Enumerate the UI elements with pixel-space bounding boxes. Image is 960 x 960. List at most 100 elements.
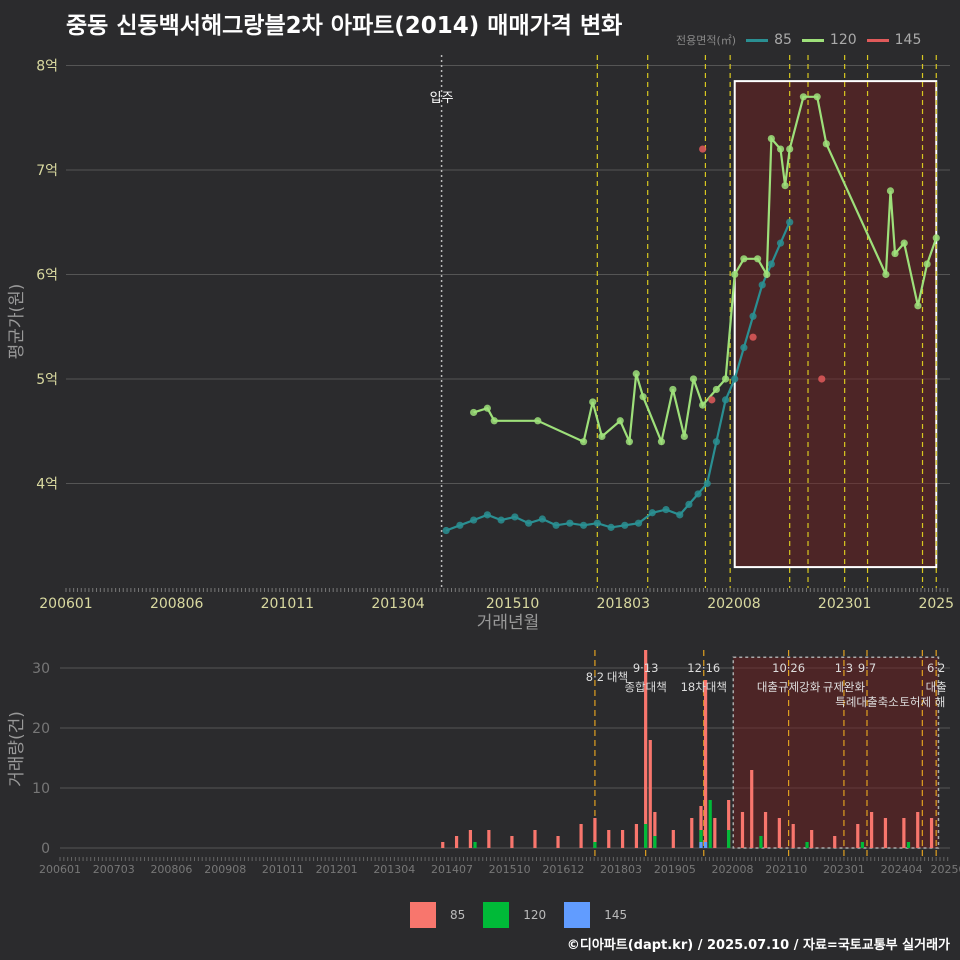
volume-bar-85: [634, 824, 639, 848]
data-point-85: [621, 521, 629, 529]
volume-bar-120: [708, 800, 712, 848]
volume-bar-85: [713, 818, 717, 848]
data-point-120: [740, 255, 748, 263]
data-point-120: [822, 140, 830, 148]
data-point-120: [712, 385, 721, 394]
data-point-85: [731, 375, 739, 383]
bar-x-tick-label: 200601: [39, 863, 81, 876]
bar-x-tick-label: 201407: [431, 863, 473, 876]
data-point-85: [776, 239, 785, 247]
volume-bar-85: [883, 818, 888, 848]
data-point-85: [511, 513, 519, 521]
event-date-label: 12·16: [687, 661, 720, 675]
volume-bar-85: [727, 800, 731, 848]
event-date-label: 8·2: [586, 670, 604, 684]
bar-x-tick-label: 201304: [373, 863, 415, 876]
data-point-85: [483, 511, 491, 519]
data-point-85: [758, 281, 766, 289]
volume-bar-85: [644, 650, 648, 848]
top-legend: 전용면적(㎡) 85 120 145: [676, 32, 921, 48]
data-point-85: [703, 479, 711, 488]
data-point-120: [754, 255, 762, 263]
bar-legend-85: 85: [410, 902, 465, 928]
data-point-120: [470, 408, 478, 417]
x-axis-title: 거래년월: [477, 613, 540, 633]
data-point-85: [456, 521, 464, 529]
data-point-120: [657, 438, 666, 446]
data-point-120: [882, 270, 890, 279]
bar-highlight-box: [732, 656, 940, 849]
data-point-85: [694, 490, 702, 498]
volume-bar-85: [556, 836, 560, 848]
volume-bar-85: [468, 830, 473, 848]
bar-y-tick-label: 10: [32, 781, 50, 797]
volume-bar-85: [856, 824, 860, 848]
data-point-120: [813, 93, 821, 101]
data-point-145: [708, 396, 716, 404]
bar-y-tick-label: 0: [41, 841, 50, 857]
data-point-85: [676, 511, 684, 519]
volume-bar-120: [593, 842, 597, 848]
data-point-145: [749, 333, 757, 341]
bar-x-tick-label: 202008: [711, 863, 753, 876]
y-tick-label: 5억: [36, 372, 58, 388]
bar-x-tick-label: 202110: [765, 863, 807, 876]
data-point-120: [639, 393, 647, 401]
data-point-120: [534, 417, 542, 425]
volume-bar-85: [510, 836, 514, 848]
legend-item-120: 120: [801, 32, 857, 48]
volume-bar-120: [860, 842, 864, 848]
bar-y-axis-title: 거래량(건): [7, 711, 27, 787]
y-tick-label: 8억: [36, 58, 58, 74]
volume-bar-85: [750, 770, 754, 848]
data-point-120: [886, 187, 895, 195]
bar-legend-120: 120: [483, 902, 546, 928]
volume-bar-85: [487, 830, 491, 848]
x-tick-label: 200601: [39, 596, 92, 612]
bar-x-tick-label: 201201: [316, 863, 358, 876]
bar-x-tick-label: 202505: [931, 863, 960, 876]
data-point-85: [721, 396, 730, 404]
series-line-120: [473, 95, 938, 446]
bar-legend-145: 145: [564, 902, 627, 928]
data-point-85: [470, 516, 478, 524]
y-tick-label: 4억: [36, 476, 58, 492]
data-point-145: [818, 375, 826, 383]
data-point-120: [776, 145, 785, 153]
data-point-85: [634, 519, 643, 527]
data-point-120: [632, 370, 640, 378]
data-point-120: [932, 234, 940, 242]
data-point-85: [662, 506, 670, 514]
y-tick-label: 7억: [36, 163, 58, 179]
volume-bar-85: [533, 830, 537, 848]
x-tick-label: 202008: [707, 596, 760, 612]
volume-bar-85: [916, 812, 920, 848]
data-point-85: [497, 516, 505, 524]
footer-credit: ©디아파트(dapt.kr) / 2025.07.10 / 자료=국토교통부 실…: [566, 938, 950, 953]
legend-item-145: 145: [866, 32, 921, 48]
volume-bar-85: [579, 824, 583, 848]
data-point-85: [566, 519, 574, 527]
data-point-120: [589, 398, 597, 406]
volume-bar-120: [653, 836, 657, 848]
highlight-box: [733, 80, 938, 569]
volume-bar-120: [759, 836, 763, 848]
data-point-85: [525, 519, 533, 527]
x-tick-label: 201011: [261, 596, 314, 612]
event-label: 대책: [607, 670, 628, 684]
data-point-120: [579, 438, 588, 446]
data-point-85: [607, 523, 615, 531]
x-tick-label: 201510: [486, 596, 539, 612]
data-point-120: [689, 375, 698, 383]
event-date-label: 6·2: [927, 661, 945, 675]
bottom-legend: 85 120 145: [410, 902, 631, 928]
data-point-120: [923, 260, 931, 268]
event-label: 특례대출축소: [835, 695, 898, 709]
data-point-120: [483, 404, 491, 412]
volume-bar-85: [607, 830, 611, 848]
event-label: 대출규제강화: [757, 680, 821, 694]
volume-bar-85: [929, 818, 934, 848]
data-point-120: [786, 145, 794, 153]
volume-bar-85: [902, 818, 906, 848]
volume-bar-145: [703, 842, 708, 848]
